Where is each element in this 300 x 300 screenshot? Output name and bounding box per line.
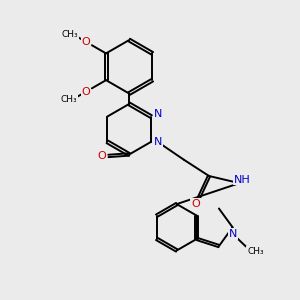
Text: NH: NH	[234, 175, 251, 184]
Text: N: N	[228, 229, 237, 239]
Text: O: O	[98, 151, 106, 161]
Text: N: N	[153, 109, 162, 118]
Text: CH₃: CH₃	[61, 30, 78, 39]
Text: CH₃: CH₃	[60, 95, 77, 104]
Text: N: N	[153, 137, 162, 147]
Text: O: O	[191, 199, 200, 209]
Text: O: O	[82, 87, 91, 97]
Text: O: O	[82, 37, 91, 47]
Text: CH₃: CH₃	[247, 247, 264, 256]
